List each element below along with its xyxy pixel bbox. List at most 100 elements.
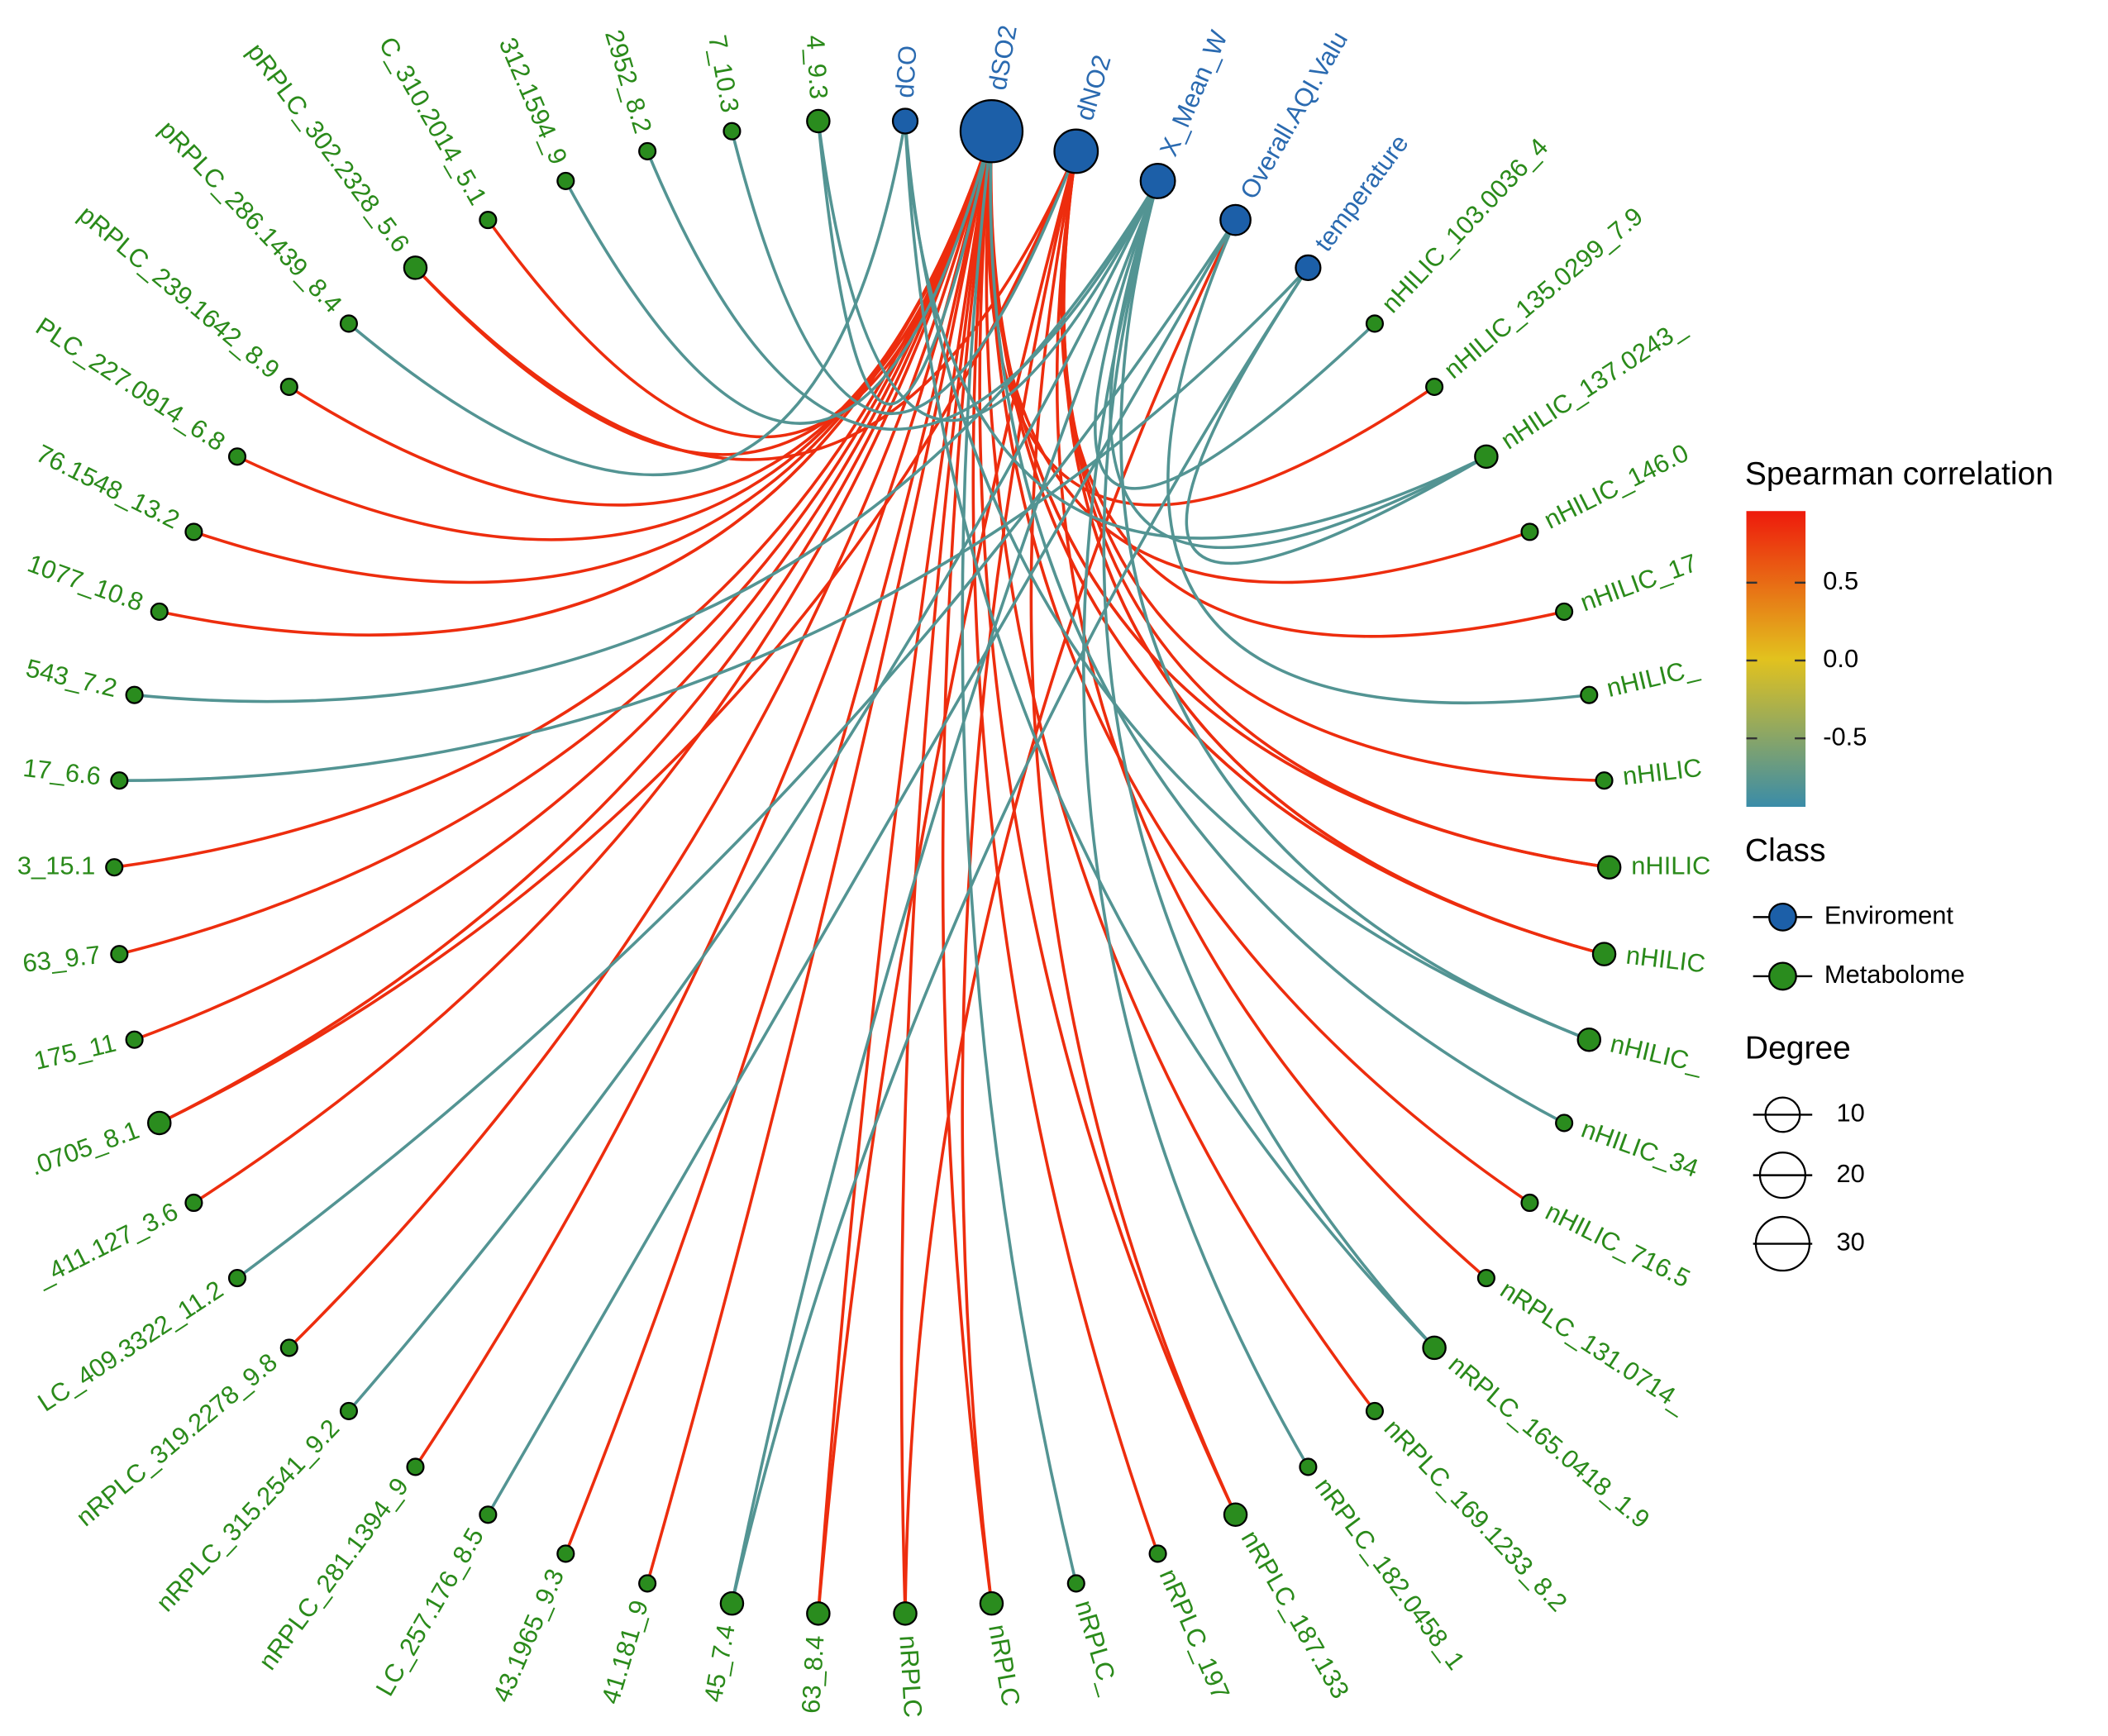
node bbox=[479, 1505, 498, 1524]
node bbox=[227, 1268, 247, 1288]
node bbox=[1476, 1268, 1495, 1288]
node-label: LC_257.176_8.5 bbox=[370, 1523, 489, 1700]
legend-label: Enviroment bbox=[1824, 901, 1954, 930]
node bbox=[1595, 771, 1614, 790]
node-label: 63_9.7 bbox=[21, 940, 102, 978]
edge bbox=[486, 131, 994, 439]
edge bbox=[904, 121, 1590, 1042]
legend-title: Degree bbox=[1745, 1031, 1851, 1066]
node bbox=[279, 1338, 298, 1357]
node-label: nHILIC_137.0243_ bbox=[1495, 312, 1691, 455]
edge bbox=[646, 150, 1160, 431]
node-label: 7_10.3 bbox=[703, 33, 745, 115]
edge bbox=[347, 121, 907, 477]
size-label: 10 bbox=[1836, 1099, 1864, 1128]
legend-title: Spearman correlation bbox=[1745, 456, 2053, 492]
node bbox=[556, 171, 575, 190]
node-label: 312.1594_9 bbox=[494, 33, 574, 169]
edge bbox=[133, 131, 994, 1042]
node bbox=[1295, 254, 1322, 281]
node bbox=[105, 858, 124, 877]
node-label: nRPLC_ bbox=[1070, 1597, 1125, 1699]
node-label: nHILIC_716.5 bbox=[1541, 1197, 1695, 1294]
edge bbox=[988, 131, 1531, 1204]
node-label: nRPLC bbox=[894, 1634, 928, 1718]
node bbox=[147, 1110, 172, 1136]
edge bbox=[1061, 150, 1605, 956]
edge bbox=[730, 180, 1160, 1605]
node-label: .0705_8.1 bbox=[26, 1115, 143, 1181]
node bbox=[339, 314, 358, 333]
colorbar bbox=[1746, 511, 1806, 808]
edge bbox=[1102, 180, 1436, 1349]
node bbox=[1422, 1335, 1447, 1361]
node bbox=[150, 602, 169, 621]
node-label: 3_15.1 bbox=[17, 851, 95, 880]
node-label: C_310.2014_5.1 bbox=[374, 32, 493, 210]
node-label: nHILIC_ bbox=[1604, 653, 1702, 703]
edge bbox=[158, 150, 1078, 1125]
node bbox=[1219, 203, 1252, 236]
edge bbox=[414, 150, 1078, 461]
edge bbox=[118, 131, 994, 956]
node bbox=[891, 107, 919, 135]
colorbar-tick-label: 0.5 bbox=[1823, 566, 1858, 595]
legend-key bbox=[1768, 902, 1797, 932]
edge bbox=[1029, 150, 1238, 1515]
node-label: LC_409.3322_11.2 bbox=[32, 1275, 228, 1417]
node bbox=[1365, 314, 1385, 333]
node bbox=[1148, 1544, 1167, 1563]
node bbox=[403, 255, 428, 280]
legend: Spearman correlation Class Degree 0.5 0.0… bbox=[1745, 456, 2053, 1272]
node bbox=[1365, 1401, 1385, 1420]
edge bbox=[1094, 180, 1376, 490]
edge bbox=[646, 131, 994, 1584]
edge bbox=[941, 131, 994, 1604]
edge bbox=[989, 131, 1565, 1125]
node bbox=[806, 108, 831, 134]
node-label: nHILIC_ bbox=[1608, 1029, 1706, 1079]
edge bbox=[347, 180, 1160, 1413]
edge bbox=[1119, 180, 1590, 1042]
node bbox=[959, 99, 1024, 164]
node-label: dCO bbox=[890, 45, 923, 98]
node-label: PLC_227.0914_6.8 bbox=[31, 312, 231, 456]
node-label: nHILIC_146.0 bbox=[1539, 438, 1693, 535]
size-label: 20 bbox=[1836, 1159, 1864, 1188]
node bbox=[125, 1030, 144, 1049]
node-label: nHILIC bbox=[1631, 851, 1710, 880]
colorbar-tick-label: -0.5 bbox=[1823, 722, 1867, 751]
edge bbox=[817, 131, 994, 1614]
legend-title: Class bbox=[1745, 833, 1826, 869]
edge bbox=[1185, 266, 1487, 565]
edge bbox=[817, 121, 994, 406]
node bbox=[184, 1193, 203, 1213]
edge bbox=[730, 131, 1078, 416]
edge bbox=[1082, 180, 1309, 1468]
node-label: Overall.AQI.Valu bbox=[1234, 26, 1353, 204]
node bbox=[110, 945, 129, 964]
node bbox=[1066, 1574, 1085, 1593]
node bbox=[723, 122, 742, 141]
edge bbox=[193, 131, 994, 1204]
node-label: 175_11 bbox=[31, 1028, 119, 1075]
edges bbox=[113, 121, 1610, 1614]
edge bbox=[961, 131, 1078, 1584]
node-label: 45_7.4 bbox=[699, 1622, 741, 1704]
node bbox=[279, 377, 298, 397]
edge bbox=[730, 266, 1309, 1605]
node bbox=[406, 1457, 425, 1476]
node-label: dNO2 bbox=[1070, 51, 1117, 123]
legend-label: Metabolome bbox=[1824, 960, 1965, 989]
node-label: nHILIC bbox=[1621, 753, 1704, 791]
node bbox=[1299, 1457, 1318, 1476]
node bbox=[1223, 1502, 1248, 1528]
node-label: temperature bbox=[1309, 129, 1414, 256]
edge bbox=[904, 121, 1436, 1349]
size-label: 30 bbox=[1836, 1228, 1864, 1257]
edge bbox=[413, 131, 994, 1468]
node bbox=[1053, 128, 1099, 174]
edge bbox=[236, 219, 1238, 1280]
